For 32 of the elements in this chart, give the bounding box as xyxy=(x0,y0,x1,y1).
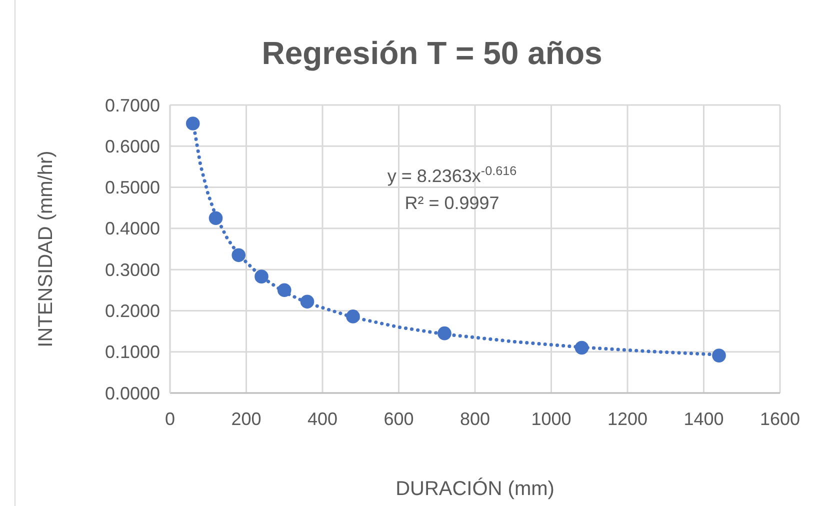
x-axis-title: DURACIÓN (mm) xyxy=(396,477,554,500)
x-tick-label: 600 xyxy=(384,409,414,429)
point xyxy=(438,326,452,340)
y-tick-label: 0.2000 xyxy=(104,301,160,322)
y-tick-label: 0.0000 xyxy=(104,383,160,404)
annotation: R² = 0.9997 xyxy=(404,193,500,213)
x-tick-label: 1000 xyxy=(531,409,572,429)
point xyxy=(346,310,360,324)
point xyxy=(254,270,268,284)
y-tick-label: 0.1000 xyxy=(104,342,160,362)
y-tick-label: 0.5000 xyxy=(104,178,160,198)
y-axis-title: INTENSIDAD (mm/hr) xyxy=(35,150,57,348)
point xyxy=(712,348,726,362)
point xyxy=(208,211,223,226)
point xyxy=(186,116,200,130)
y-tick-label: 0.7000 xyxy=(104,95,160,116)
x-tick-label: 800 xyxy=(460,409,490,429)
x-tick-label: 0 xyxy=(164,409,176,429)
point xyxy=(232,248,246,262)
point xyxy=(574,340,589,355)
annotation: y = 8.2363x$^{-0.616}$ xyxy=(387,164,517,186)
point xyxy=(277,283,292,298)
y-tick-label: 0.3000 xyxy=(104,260,160,280)
x-tick-label: 1600 xyxy=(760,409,800,429)
x-tick-label: 200 xyxy=(231,409,262,429)
x-tick-label: 1200 xyxy=(607,409,648,429)
y-tick-label: 0.6000 xyxy=(104,136,160,156)
x-tick-label: 400 xyxy=(307,409,338,429)
x-tick-label: 1400 xyxy=(684,409,724,429)
y-tick-label: 0.4000 xyxy=(104,218,160,239)
point xyxy=(300,294,314,309)
chart-title: Regresión T = 50 años xyxy=(262,35,602,71)
